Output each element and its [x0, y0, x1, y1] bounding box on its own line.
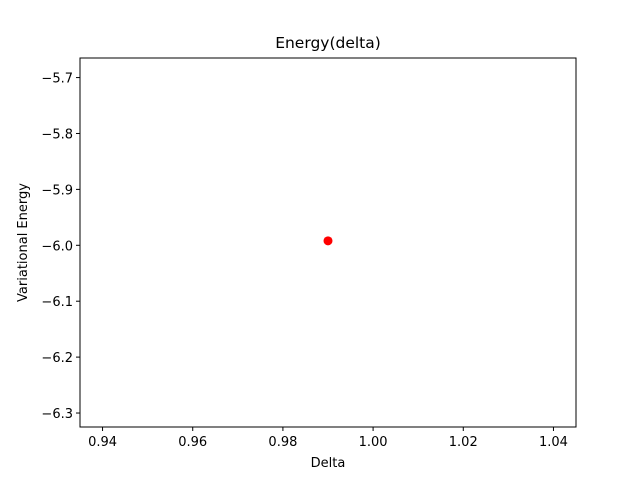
- x-axis-label: Delta: [311, 456, 346, 471]
- y-axis-ticks: −5.7 −5.8 −5.9 −6.0 −6.1 −6.2 −6.3: [41, 72, 80, 422]
- x-axis-ticks: 0.94 0.96 0.98 1.00 1.02 1.04: [88, 427, 568, 450]
- y-tick-label: −5.7: [41, 72, 73, 87]
- data-points: [323, 236, 333, 246]
- x-tick-label: 1.02: [449, 435, 478, 450]
- y-tick-label: −5.8: [41, 127, 73, 142]
- y-tick-label: −6.2: [41, 351, 73, 366]
- y-axis-label: Variational Energy: [16, 183, 31, 302]
- x-tick-label: 0.94: [88, 435, 117, 450]
- data-point: [323, 236, 333, 246]
- chart-title: Energy(delta): [275, 34, 381, 52]
- y-tick-label: −6.3: [41, 407, 73, 422]
- plot-frame: [79, 57, 577, 428]
- x-tick-label: 0.96: [178, 435, 207, 450]
- x-tick-label: 1.04: [539, 435, 568, 450]
- x-tick-label: 1.00: [359, 435, 388, 450]
- x-tick-label: 0.98: [268, 435, 297, 450]
- y-tick-label: −5.9: [41, 183, 73, 198]
- y-tick-label: −6.0: [41, 239, 73, 254]
- y-tick-label: −6.1: [41, 295, 73, 310]
